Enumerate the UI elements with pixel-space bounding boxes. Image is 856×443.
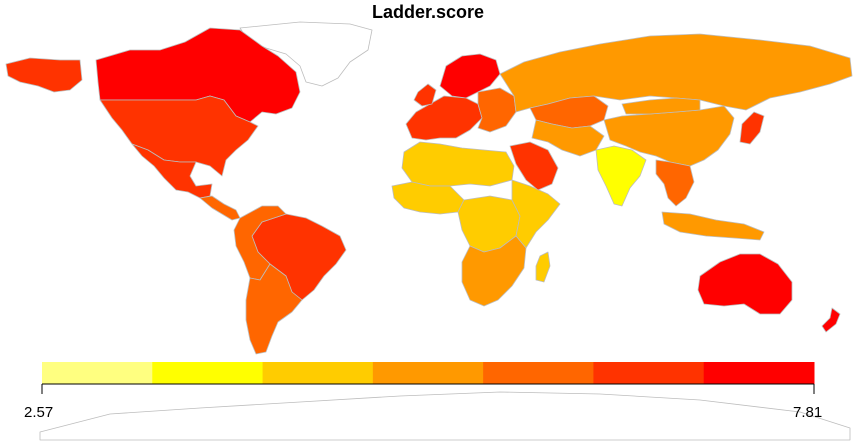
region-mongolia [621,97,701,115]
region-southern-africa [461,235,527,307]
region-india [595,145,647,207]
legend-bin-5 [483,362,594,384]
region-alaska [5,57,83,93]
region-arabian-peninsula [509,141,559,191]
region-west-africa [391,181,465,215]
map-title: Ladder.score [371,2,485,22]
region-north-africa [401,141,515,187]
region-uk [413,83,437,107]
legend-bin-1 [42,362,153,384]
legend-bin-4 [372,362,484,384]
region-southeast-asia [655,159,695,207]
legend-max-label: 7.81 [793,404,823,421]
region-eastern-europe [477,87,517,133]
region-mexico [131,143,213,199]
region-japan [739,111,765,145]
legend-bin-7 [703,362,815,384]
legend-color-bar [42,362,815,384]
region-andes [233,205,287,281]
region-indonesia [661,211,765,241]
legend-bin-6 [593,362,705,384]
region-greenland [239,21,373,87]
region-antarctica [39,391,851,441]
region-australia [697,253,793,315]
region-central-america [199,195,241,221]
region-east-africa [511,179,561,249]
region-madagascar [535,251,551,283]
region-new-zealand [821,307,841,333]
legend-min-label: 2.57 [24,404,54,421]
region-southern-cone [245,263,303,355]
legend-bin-2 [152,362,264,384]
legend-bin-3 [262,362,374,384]
